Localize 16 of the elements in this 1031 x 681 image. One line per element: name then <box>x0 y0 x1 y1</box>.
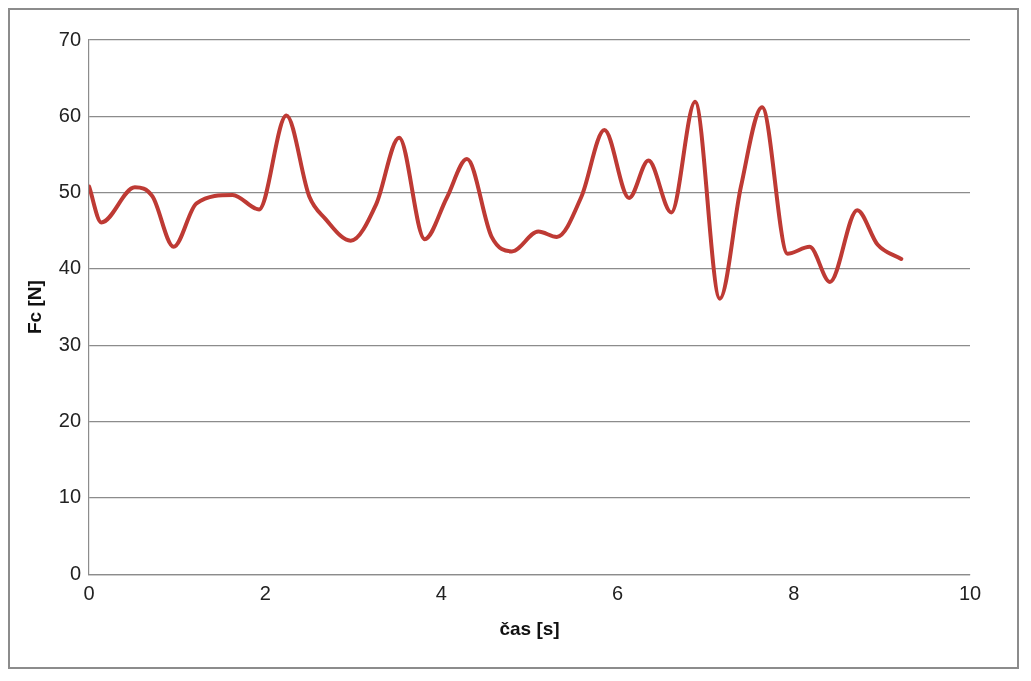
y-tick-label: 40 <box>58 256 82 279</box>
x-tick-label: 10 <box>958 581 982 604</box>
y-tick-label: 20 <box>58 409 82 432</box>
x-tick-label: 4 <box>435 581 447 604</box>
y-tick-label: 60 <box>58 103 82 126</box>
y-tick-label: 0 <box>69 561 82 584</box>
y-axis-title: Fc [N] <box>23 280 45 335</box>
y-tick-label: 50 <box>58 180 82 203</box>
y-tick-label: 70 <box>58 27 82 50</box>
x-tick-label: 6 <box>612 581 624 604</box>
x-tick-label: 8 <box>788 581 800 604</box>
y-tick-label: 10 <box>58 485 82 508</box>
line-series <box>89 99 904 301</box>
y-tick-label: 30 <box>58 332 82 355</box>
x-axis-title: čas [s] <box>499 617 560 639</box>
x-tick-label: 2 <box>259 581 271 604</box>
